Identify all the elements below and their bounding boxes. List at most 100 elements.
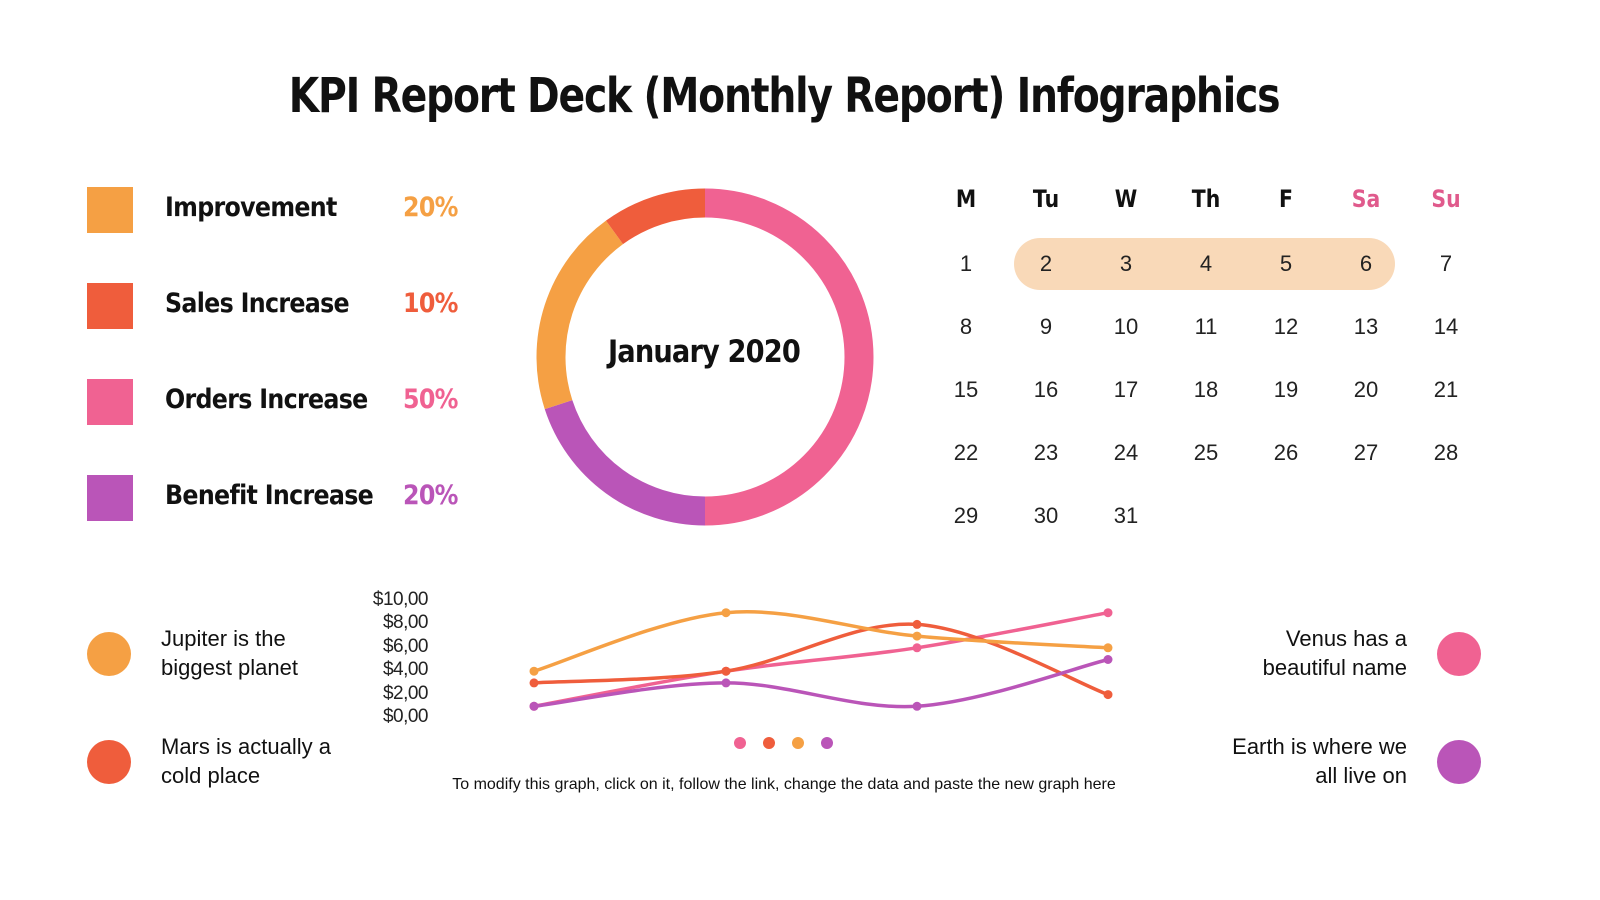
series-line — [533, 622, 1109, 697]
kpi-label: Improvement — [165, 192, 337, 223]
footnote: To modify this graph, click on it, follo… — [452, 776, 1116, 793]
calendar-day[interactable]: 9 — [1039, 314, 1053, 339]
calendar-day[interactable]: 20 — [1353, 377, 1379, 402]
y-tick-label: $8,00 — [382, 612, 429, 634]
legend-dot — [821, 737, 833, 749]
calendar-day[interactable]: 8 — [959, 314, 973, 339]
donut-chart — [536, 188, 874, 526]
note-text: Venus has a beautiful name — [1263, 624, 1407, 682]
data-point — [721, 678, 731, 688]
data-point — [1103, 608, 1113, 618]
calendar-day[interactable]: 12 — [1273, 314, 1299, 339]
data-point — [1103, 643, 1113, 653]
calendar-day[interactable]: 17 — [1113, 377, 1139, 402]
kpi-color-swatch — [87, 187, 133, 233]
donut-segment — [704, 188, 874, 526]
legend-dot — [792, 737, 804, 749]
legend-dot — [763, 737, 775, 749]
kpi-value: 10% — [403, 288, 458, 319]
y-tick-label: $0,00 — [382, 706, 429, 727]
y-tick-label: $6,00 — [382, 635, 429, 657]
legend-dot — [734, 737, 746, 749]
calendar-day[interactable]: 27 — [1353, 440, 1379, 465]
calendar-day[interactable]: 2 — [1039, 251, 1053, 276]
series-line — [533, 657, 1109, 709]
calendar-weekday-header: Su — [1431, 185, 1461, 213]
calendar-day[interactable]: 18 — [1193, 377, 1219, 402]
calendar-day[interactable]: 25 — [1193, 440, 1219, 465]
series-line — [533, 610, 1109, 709]
y-tick-label: $2,00 — [382, 682, 429, 704]
data-point — [912, 619, 922, 629]
note-bullet — [1437, 740, 1481, 784]
calendar-day[interactable]: 4 — [1199, 251, 1213, 276]
data-point — [912, 631, 922, 641]
calendar-day[interactable]: 21 — [1433, 377, 1459, 402]
calendar-day[interactable]: 1 — [959, 251, 973, 276]
data-point — [912, 701, 922, 711]
kpi-color-swatch — [87, 475, 133, 521]
calendar-day[interactable]: 14 — [1433, 314, 1459, 339]
data-point — [1103, 690, 1113, 700]
kpi-label: Sales Increase — [165, 288, 350, 319]
note-line: cold place — [161, 763, 261, 788]
calendar-day[interactable]: 6 — [1359, 251, 1373, 276]
calendar-weekday-header: Sa — [1351, 185, 1381, 213]
calendar-weekday-header: Tu — [1032, 185, 1060, 213]
calendar-day[interactable]: 13 — [1353, 314, 1379, 339]
note-line: all live on — [1315, 763, 1407, 788]
note-line: biggest planet — [161, 655, 298, 680]
data-point — [529, 701, 539, 711]
data-point — [721, 666, 731, 676]
calendar-day[interactable]: 11 — [1194, 314, 1218, 339]
data-point — [721, 608, 731, 618]
calendar-weekday-header: M — [955, 185, 977, 213]
kpi-label: Benefit Increase — [165, 480, 374, 511]
data-point — [912, 643, 922, 653]
calendar-day[interactable]: 3 — [1119, 251, 1133, 276]
note-bullet — [87, 632, 131, 676]
calendar-day[interactable]: 7 — [1439, 251, 1453, 276]
calendar-day[interactable]: 16 — [1033, 377, 1059, 402]
calendar-day[interactable]: 22 — [953, 440, 979, 465]
line-chart — [529, 608, 1113, 749]
note-bullet — [87, 740, 131, 784]
calendar-day[interactable]: 23 — [1033, 440, 1059, 465]
kpi-label: Orders Increase — [165, 384, 368, 415]
calendar-day[interactable]: 24 — [1113, 440, 1139, 465]
calendar-day[interactable]: 10 — [1113, 314, 1139, 339]
donut-segment — [544, 399, 706, 526]
calendar-weekday-header: Th — [1191, 185, 1221, 213]
calendar-week-highlight — [1014, 238, 1395, 290]
donut-segment — [605, 188, 706, 245]
series-line — [533, 610, 1109, 673]
kpi-value: 20% — [403, 480, 458, 511]
note-text: Jupiter is the biggest planet — [161, 624, 298, 682]
note-text: Mars is actually a cold place — [161, 732, 331, 790]
donut-segment — [536, 220, 624, 410]
note-line: Earth is where we — [1232, 734, 1407, 759]
calendar-day[interactable]: 26 — [1273, 440, 1299, 465]
calendar-day[interactable]: 29 — [953, 503, 979, 528]
calendar-day[interactable]: 15 — [953, 377, 979, 402]
kpi-value: 50% — [403, 384, 458, 415]
calendar-weekday-header: F — [1279, 185, 1293, 213]
calendar-day[interactable]: 19 — [1273, 377, 1299, 402]
note-text: Earth is where we all live on — [1232, 732, 1407, 790]
y-tick-label: $4,00 — [382, 659, 429, 681]
note-bullet — [1437, 632, 1481, 676]
calendar-day[interactable]: 5 — [1279, 251, 1293, 276]
kpi-color-swatch — [87, 283, 133, 329]
calendar-day[interactable]: 28 — [1433, 440, 1459, 465]
note-line: beautiful name — [1262, 655, 1407, 680]
kpi-value: 20% — [403, 192, 458, 223]
donut-center-label: January 2020 — [608, 334, 801, 370]
data-point — [1103, 655, 1113, 664]
note-line: Venus has a — [1285, 626, 1407, 651]
calendar-weekday-header: W — [1114, 185, 1138, 213]
calendar-day[interactable]: 31 — [1113, 503, 1139, 528]
data-point — [529, 678, 539, 688]
y-tick-label: $10,00 — [372, 589, 429, 610]
note-line: Jupiter is the — [161, 626, 286, 651]
calendar-day[interactable]: 30 — [1033, 503, 1059, 528]
